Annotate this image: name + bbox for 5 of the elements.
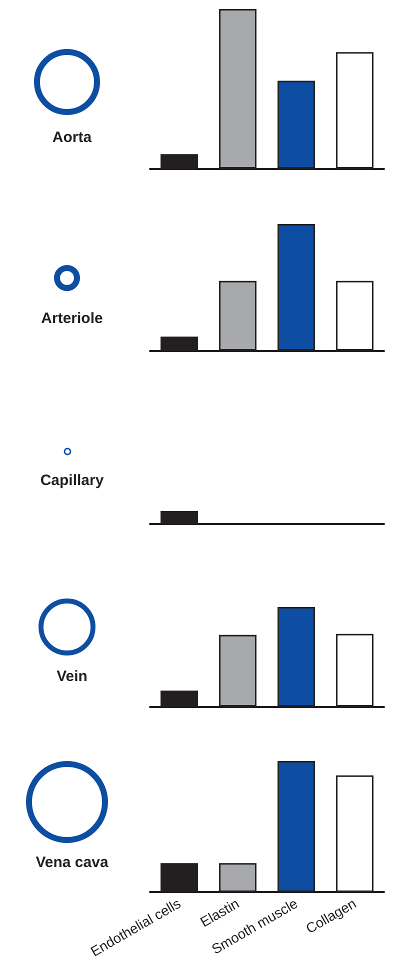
text: Arteriole [41,310,103,327]
text: Vein [56,668,88,685]
text: Aorta [52,129,92,146]
chart-title: Capillary [40,472,104,489]
text: Vena cava [36,854,109,871]
